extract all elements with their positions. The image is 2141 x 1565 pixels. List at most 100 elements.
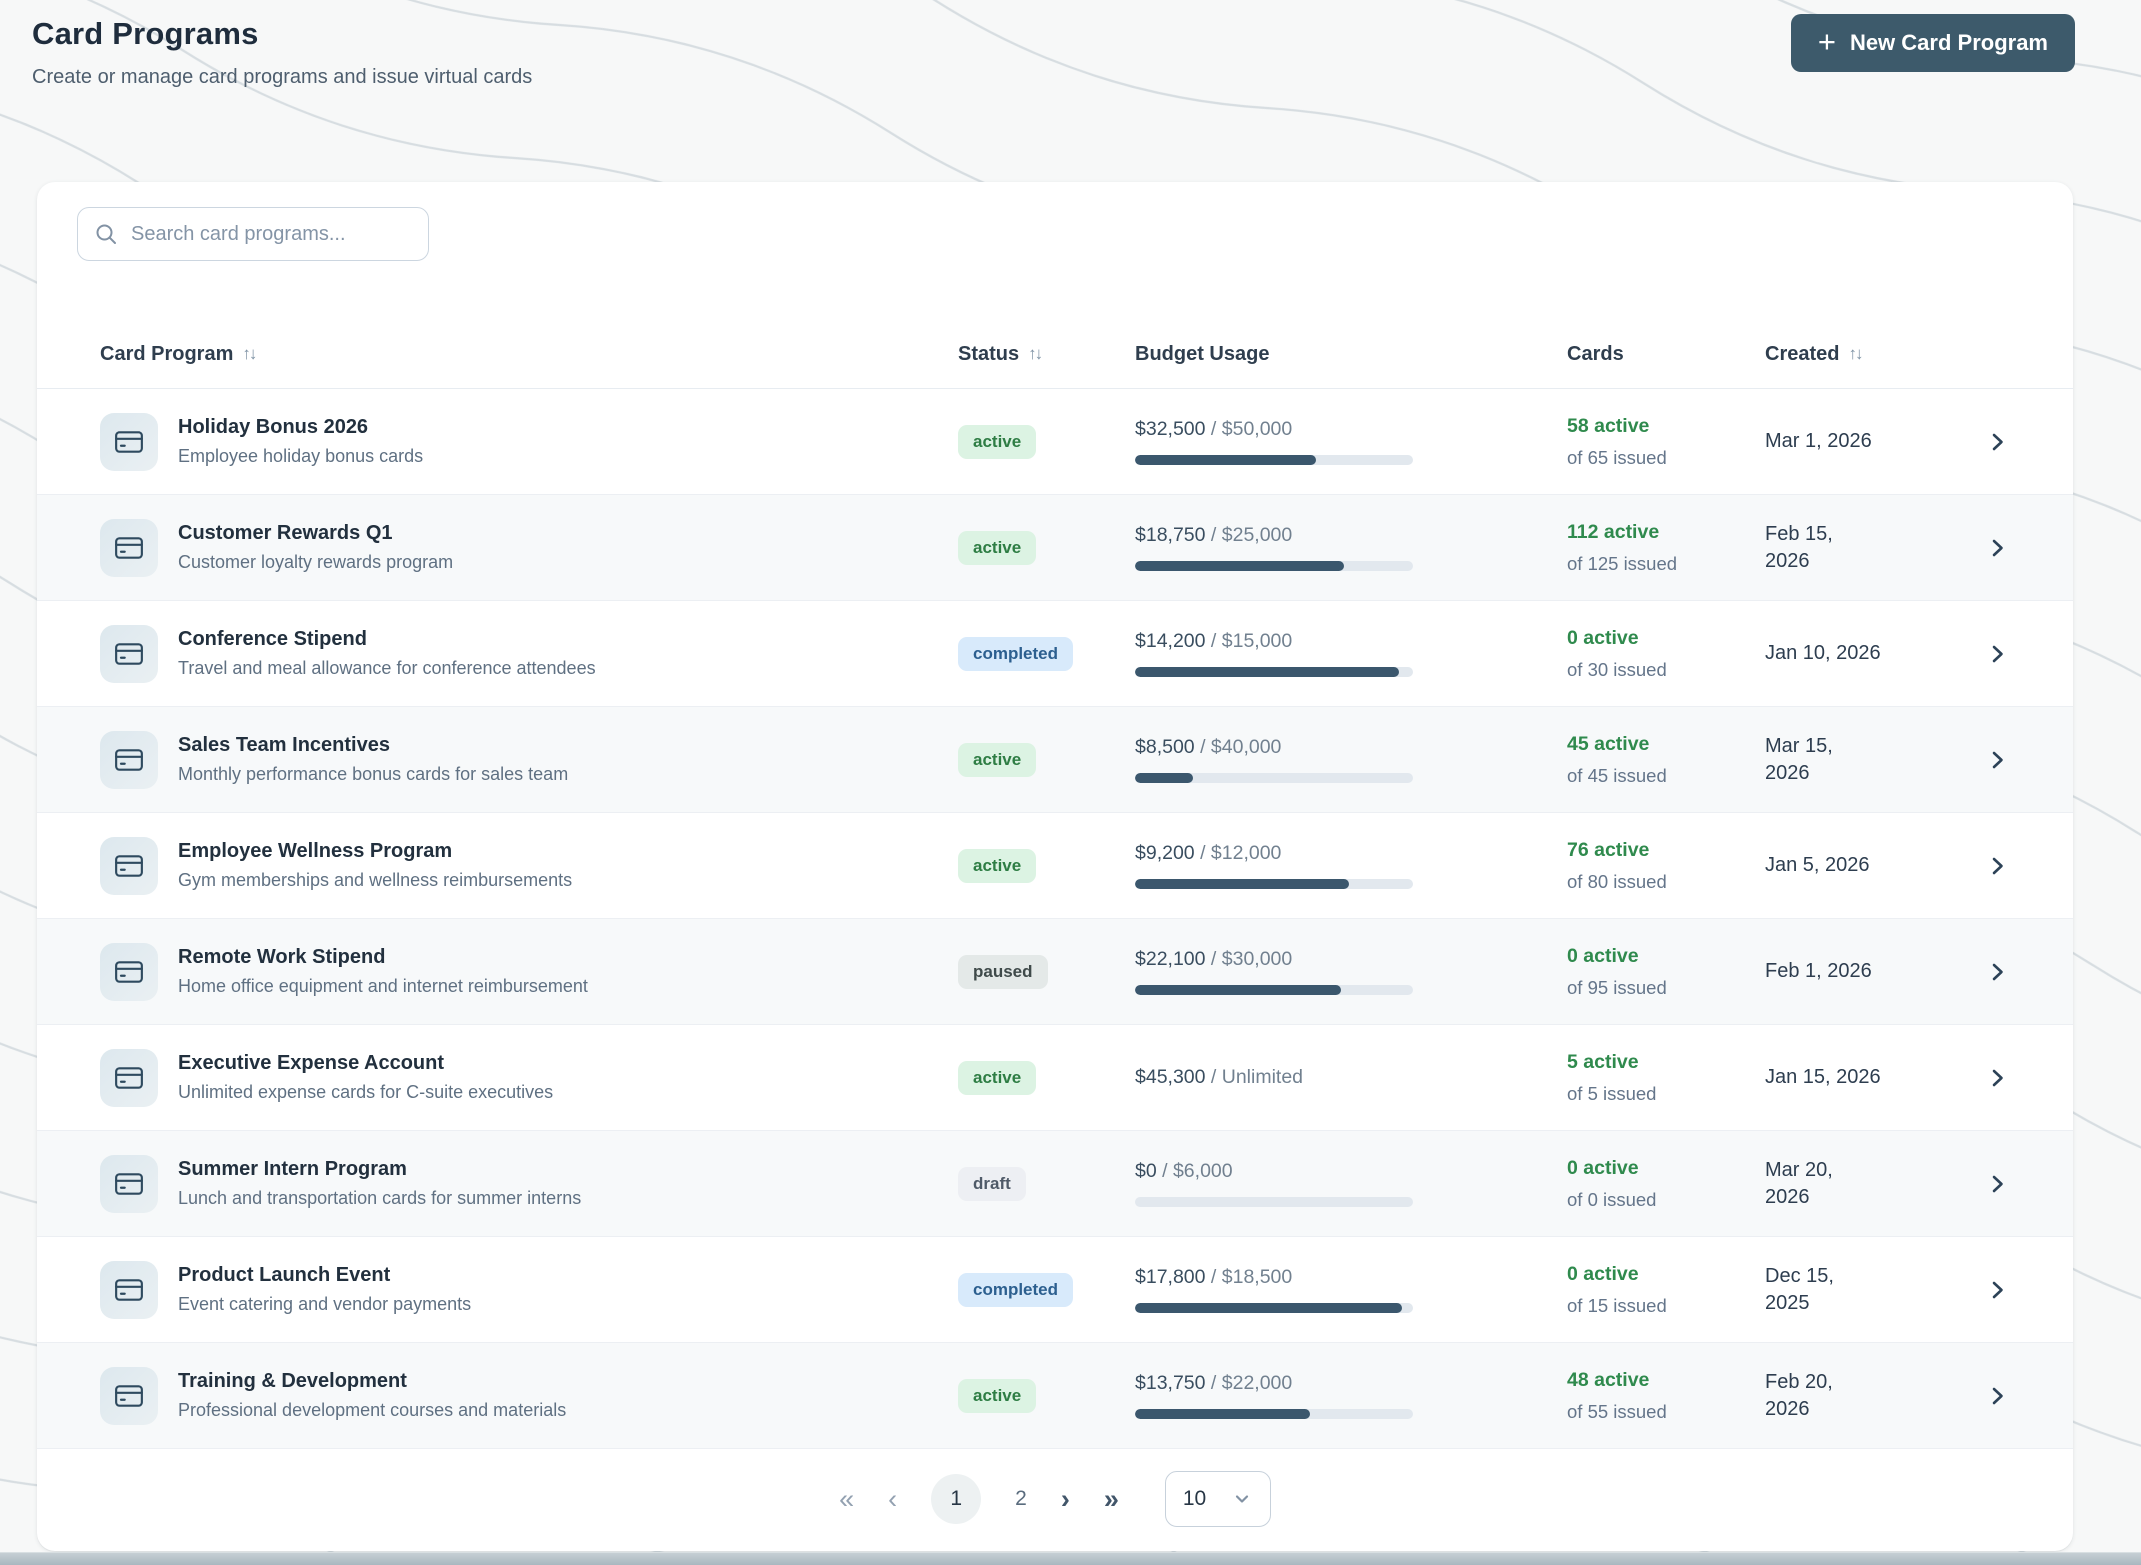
credit-card-icon	[115, 748, 143, 771]
card-programs-panel: Card Program ↑↓ Status ↑↓ Budget Usage C…	[37, 182, 2073, 1551]
program-name: Training & Development	[178, 1370, 407, 1392]
column-header-card-program[interactable]: Card Program ↑↓	[100, 343, 958, 366]
row-open-button[interactable]	[1984, 535, 2010, 561]
column-label: Created	[1765, 342, 1840, 365]
budget-progress-bar	[1135, 1197, 1413, 1207]
cards-cell: 0 active of 95 issued	[1567, 945, 1765, 999]
program-description: Employee holiday bonus cards	[178, 446, 424, 466]
created-date: Feb 20, 2026	[1765, 1370, 1833, 1420]
status-badge: paused	[958, 954, 1048, 989]
sort-icon: ↑↓	[1848, 344, 1863, 363]
program-cell: Training & Development Professional deve…	[100, 1366, 958, 1425]
created-date: Jan 15, 2026	[1765, 1066, 1881, 1088]
status-cell: draft	[958, 1166, 1135, 1201]
program-description: Customer loyalty rewards program	[178, 552, 454, 572]
credit-card-icon	[115, 1172, 143, 1195]
cards-cell: 45 active of 45 issued	[1567, 733, 1765, 787]
row-open-button[interactable]	[1984, 429, 2010, 455]
program-description: Monthly performance bonus cards for sale…	[178, 764, 569, 784]
chevron-right-icon	[1992, 1387, 2003, 1404]
created-date: Mar 1, 2026	[1765, 430, 1872, 452]
program-cell: Customer Rewards Q1 Customer loyalty rew…	[100, 518, 958, 577]
row-open-button[interactable]	[1984, 747, 2010, 773]
column-header-budget-usage: Budget Usage	[1135, 343, 1567, 366]
chevron-right-icon	[1992, 963, 2003, 980]
created-date: Jan 5, 2026	[1765, 854, 1870, 876]
card-icon-tile	[100, 1154, 158, 1213]
table-row[interactable]: Remote Work Stipend Home office equipmen…	[37, 919, 2073, 1025]
column-header-status[interactable]: Status ↑↓	[958, 343, 1135, 366]
plus-icon: +	[1817, 24, 1836, 59]
status-badge: draft	[958, 1166, 1026, 1201]
budget-spent: $18,750	[1135, 524, 1206, 546]
budget-progress-fill	[1135, 1409, 1311, 1419]
page-size-select[interactable]: 10	[1164, 1471, 1271, 1527]
budget-total: / $22,000	[1205, 1372, 1293, 1394]
cards-cell: 0 active of 15 issued	[1567, 1263, 1765, 1317]
row-open-button[interactable]	[1984, 1065, 2010, 1091]
credit-card-icon	[115, 1066, 143, 1089]
table-row[interactable]: Employee Wellness Program Gym membership…	[37, 813, 2073, 919]
status-badge: active	[958, 424, 1037, 459]
table-row[interactable]: Training & Development Professional deve…	[37, 1343, 2073, 1449]
row-open-button[interactable]	[1984, 1277, 2010, 1303]
table-row[interactable]: Holiday Bonus 2026 Employee holiday bonu…	[37, 389, 2073, 495]
table-row[interactable]: Sales Team Incentives Monthly performanc…	[37, 707, 2073, 813]
budget-progress-bar	[1135, 985, 1413, 995]
pagination-first-button[interactable]: «	[839, 1483, 855, 1514]
program-description: Unlimited expense cards for C-suite exec…	[178, 1082, 554, 1102]
chevron-right-icon	[1992, 751, 2003, 768]
row-open-button[interactable]	[1984, 1171, 2010, 1197]
budget-spent: $9,200	[1135, 842, 1195, 864]
budget-progress-bar	[1135, 455, 1413, 465]
table-row[interactable]: Conference Stipend Travel and meal allow…	[37, 601, 2073, 707]
budget-cell: $32,500 / $50,000	[1135, 418, 1567, 465]
cards-active-count: 0 active	[1567, 944, 1639, 967]
row-open-button[interactable]	[1984, 959, 2010, 985]
table-row[interactable]: Product Launch Event Event catering and …	[37, 1237, 2073, 1343]
created-date: Mar 15, 2026	[1765, 734, 1833, 784]
program-cell: Summer Intern Program Lunch and transpor…	[100, 1154, 958, 1213]
cards-active-count: 76 active	[1567, 838, 1650, 861]
table-row[interactable]: Customer Rewards Q1 Customer loyalty rew…	[37, 495, 2073, 601]
status-badge: completed	[958, 1272, 1074, 1307]
budget-total: / $12,000	[1194, 842, 1282, 864]
new-card-program-button[interactable]: + New Card Program	[1790, 14, 2075, 72]
column-header-created[interactable]: Created ↑↓	[1765, 343, 1915, 366]
status-badge: active	[958, 848, 1037, 883]
page-size-value: 10	[1182, 1487, 1207, 1510]
budget-total: / $6,000	[1156, 1160, 1233, 1182]
budget-total: / Unlimited	[1205, 1066, 1304, 1088]
pagination-last-button[interactable]: »	[1103, 1483, 1119, 1514]
search-input[interactable]	[131, 222, 412, 246]
pagination: « ‹ 1 2 › » 10	[37, 1449, 2073, 1549]
budget-spent: $17,800	[1135, 1266, 1206, 1288]
program-name: Customer Rewards Q1	[178, 522, 393, 544]
table-row[interactable]: Summer Intern Program Lunch and transpor…	[37, 1131, 2073, 1237]
budget-spent: $14,200	[1135, 630, 1206, 652]
budget-progress-fill	[1135, 985, 1341, 995]
pagination-page-2-button[interactable]: 2	[1015, 1487, 1027, 1510]
cards-issued-count: of 125 issued	[1567, 552, 1678, 574]
budget-progress-bar	[1135, 667, 1413, 677]
pagination-prev-button[interactable]: ‹	[888, 1483, 898, 1514]
pagination-page-1-button[interactable]: 1	[931, 1474, 982, 1524]
credit-card-icon	[115, 430, 143, 453]
budget-total: / $40,000	[1194, 736, 1282, 758]
cards-cell: 76 active of 80 issued	[1567, 839, 1765, 893]
row-open-button[interactable]	[1984, 1383, 2010, 1409]
search-icon	[94, 222, 118, 246]
pagination-next-button[interactable]: ›	[1060, 1483, 1070, 1514]
budget-cell: $9,200 / $12,000	[1135, 842, 1567, 889]
program-cell: Conference Stipend Travel and meal allow…	[100, 624, 958, 683]
program-cell: Executive Expense Account Unlimited expe…	[100, 1048, 958, 1107]
card-icon-tile	[100, 412, 158, 471]
budget-cell: $17,800 / $18,500	[1135, 1266, 1567, 1313]
budget-cell: $45,300 / Unlimited	[1135, 1066, 1567, 1089]
chevron-right-icon	[1992, 645, 2003, 662]
row-open-button[interactable]	[1984, 641, 2010, 667]
cards-issued-count: of 45 issued	[1567, 764, 1667, 786]
row-open-button[interactable]	[1984, 853, 2010, 879]
cards-cell: 112 active of 125 issued	[1567, 521, 1765, 575]
table-row[interactable]: Executive Expense Account Unlimited expe…	[37, 1025, 2073, 1131]
